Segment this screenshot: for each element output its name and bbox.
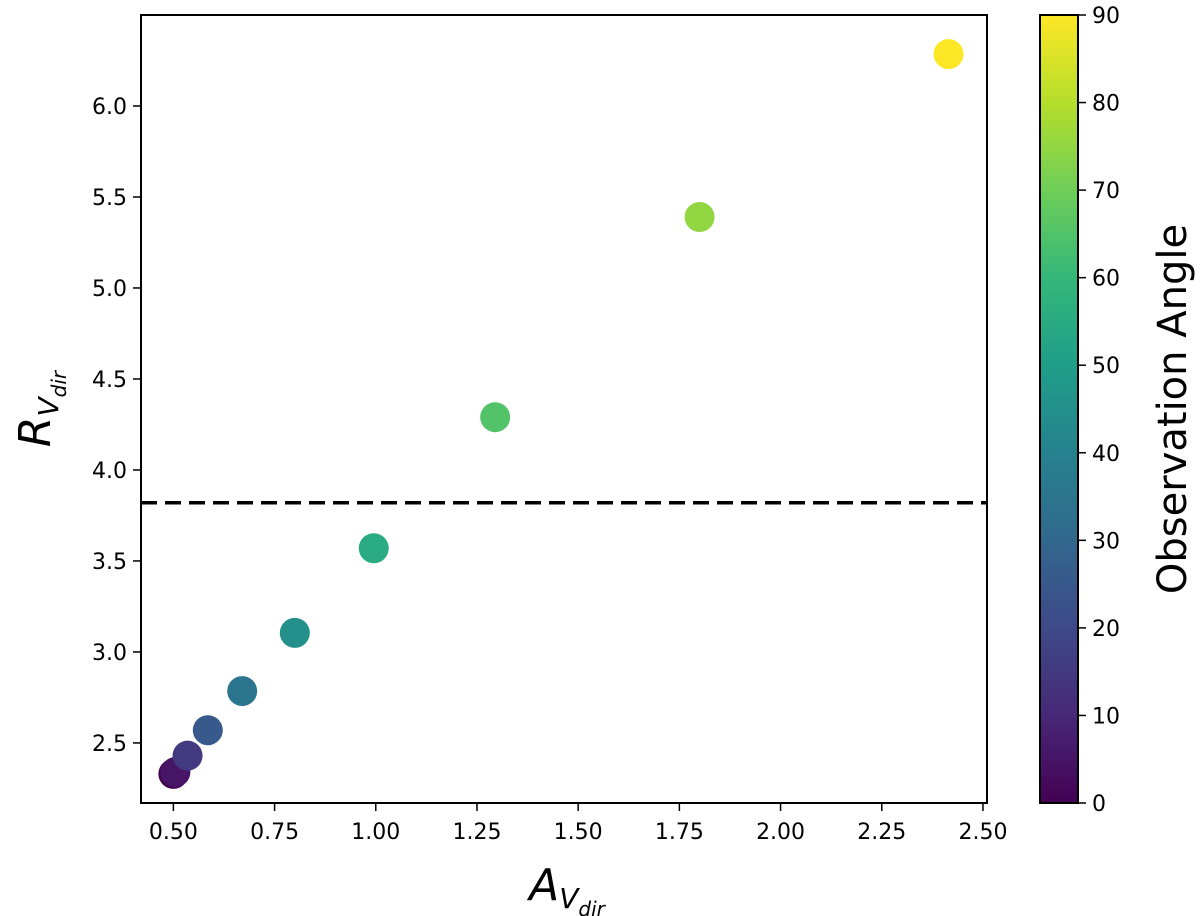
x-tick-label-4: 1.50 bbox=[554, 820, 603, 845]
x-tick-label-1: 0.75 bbox=[250, 820, 299, 845]
colorbar-tick-label-7: 70 bbox=[1092, 179, 1120, 204]
data-point-2 bbox=[172, 740, 203, 771]
y-tick-label-2: 3.5 bbox=[92, 550, 127, 575]
data-points bbox=[158, 39, 964, 789]
colorbar-label: Observation Angle bbox=[1150, 224, 1196, 594]
data-point-8 bbox=[684, 202, 715, 233]
x-tick-label-0: 0.50 bbox=[149, 820, 198, 845]
colorbar-tick-label-4: 40 bbox=[1092, 442, 1120, 467]
x-axis-label-sub-v: V bbox=[559, 882, 580, 915]
x-tick-label-6: 2.00 bbox=[756, 820, 805, 845]
x-axis-ticks: 0.50 0.75 1.00 1.25 1.50 1.75 2.00 2.25 2.50 bbox=[149, 803, 1007, 845]
data-point-3 bbox=[192, 715, 223, 746]
data-point-5 bbox=[279, 617, 310, 648]
colorbar-gradient bbox=[1039, 14, 1079, 804]
data-point-7 bbox=[480, 402, 511, 433]
y-tick-label-5: 5.0 bbox=[92, 277, 127, 302]
colorbar-tick-label-6: 60 bbox=[1092, 267, 1120, 292]
y-axis-label-main: R bbox=[10, 417, 61, 448]
x-tick-label-5: 1.75 bbox=[655, 820, 704, 845]
x-tick-label-8: 2.50 bbox=[958, 820, 1007, 845]
y-axis-label-sub-v: V bbox=[32, 396, 65, 417]
colorbar-tick-label-3: 30 bbox=[1092, 529, 1120, 554]
colorbar-tick-label-8: 80 bbox=[1092, 92, 1120, 117]
colorbar-ticks: 0 10 20 30 40 50 60 70 80 90 bbox=[1078, 4, 1120, 817]
colorbar-tick-label-0: 0 bbox=[1092, 792, 1106, 817]
data-point-4 bbox=[227, 676, 258, 707]
x-axis-label-main: A bbox=[526, 860, 559, 911]
y-axis-ticks: 2.5 3.0 3.5 4.0 4.5 5.0 5.5 6.0 bbox=[92, 95, 141, 757]
colorbar-tick-label-2: 20 bbox=[1092, 617, 1120, 642]
x-tick-label-2: 1.00 bbox=[351, 820, 400, 845]
x-axis-label: AVdir bbox=[526, 860, 607, 916]
y-tick-label-4: 4.5 bbox=[92, 368, 127, 393]
y-tick-label-1: 3.0 bbox=[92, 641, 127, 666]
colorbar: 0 10 20 30 40 50 60 70 80 90 Observation Angle bbox=[1039, 4, 1196, 817]
data-point-6 bbox=[358, 533, 389, 564]
plot-frame bbox=[140, 14, 988, 804]
x-axis-label-sub-dir: dir bbox=[578, 897, 606, 916]
y-tick-label-6: 5.5 bbox=[92, 186, 127, 211]
colorbar-tick-label-5: 50 bbox=[1092, 354, 1120, 379]
y-tick-label-0: 2.5 bbox=[92, 732, 127, 757]
colorbar-tick-label-9: 90 bbox=[1092, 4, 1120, 29]
data-point-9 bbox=[933, 39, 964, 70]
y-axis-label: RVdir bbox=[10, 369, 71, 447]
y-tick-label-7: 6.0 bbox=[92, 95, 127, 120]
y-tick-label-3: 4.0 bbox=[92, 459, 127, 484]
x-tick-label-3: 1.25 bbox=[452, 820, 501, 845]
plot-area: 0.50 0.75 1.00 1.25 1.50 1.75 2.00 2.25 2.50 2.5… bbox=[92, 14, 1007, 845]
colorbar-tick-label-1: 10 bbox=[1092, 704, 1120, 729]
y-axis-label-sub-dir: dir bbox=[47, 369, 71, 397]
x-tick-label-7: 2.25 bbox=[857, 820, 906, 845]
